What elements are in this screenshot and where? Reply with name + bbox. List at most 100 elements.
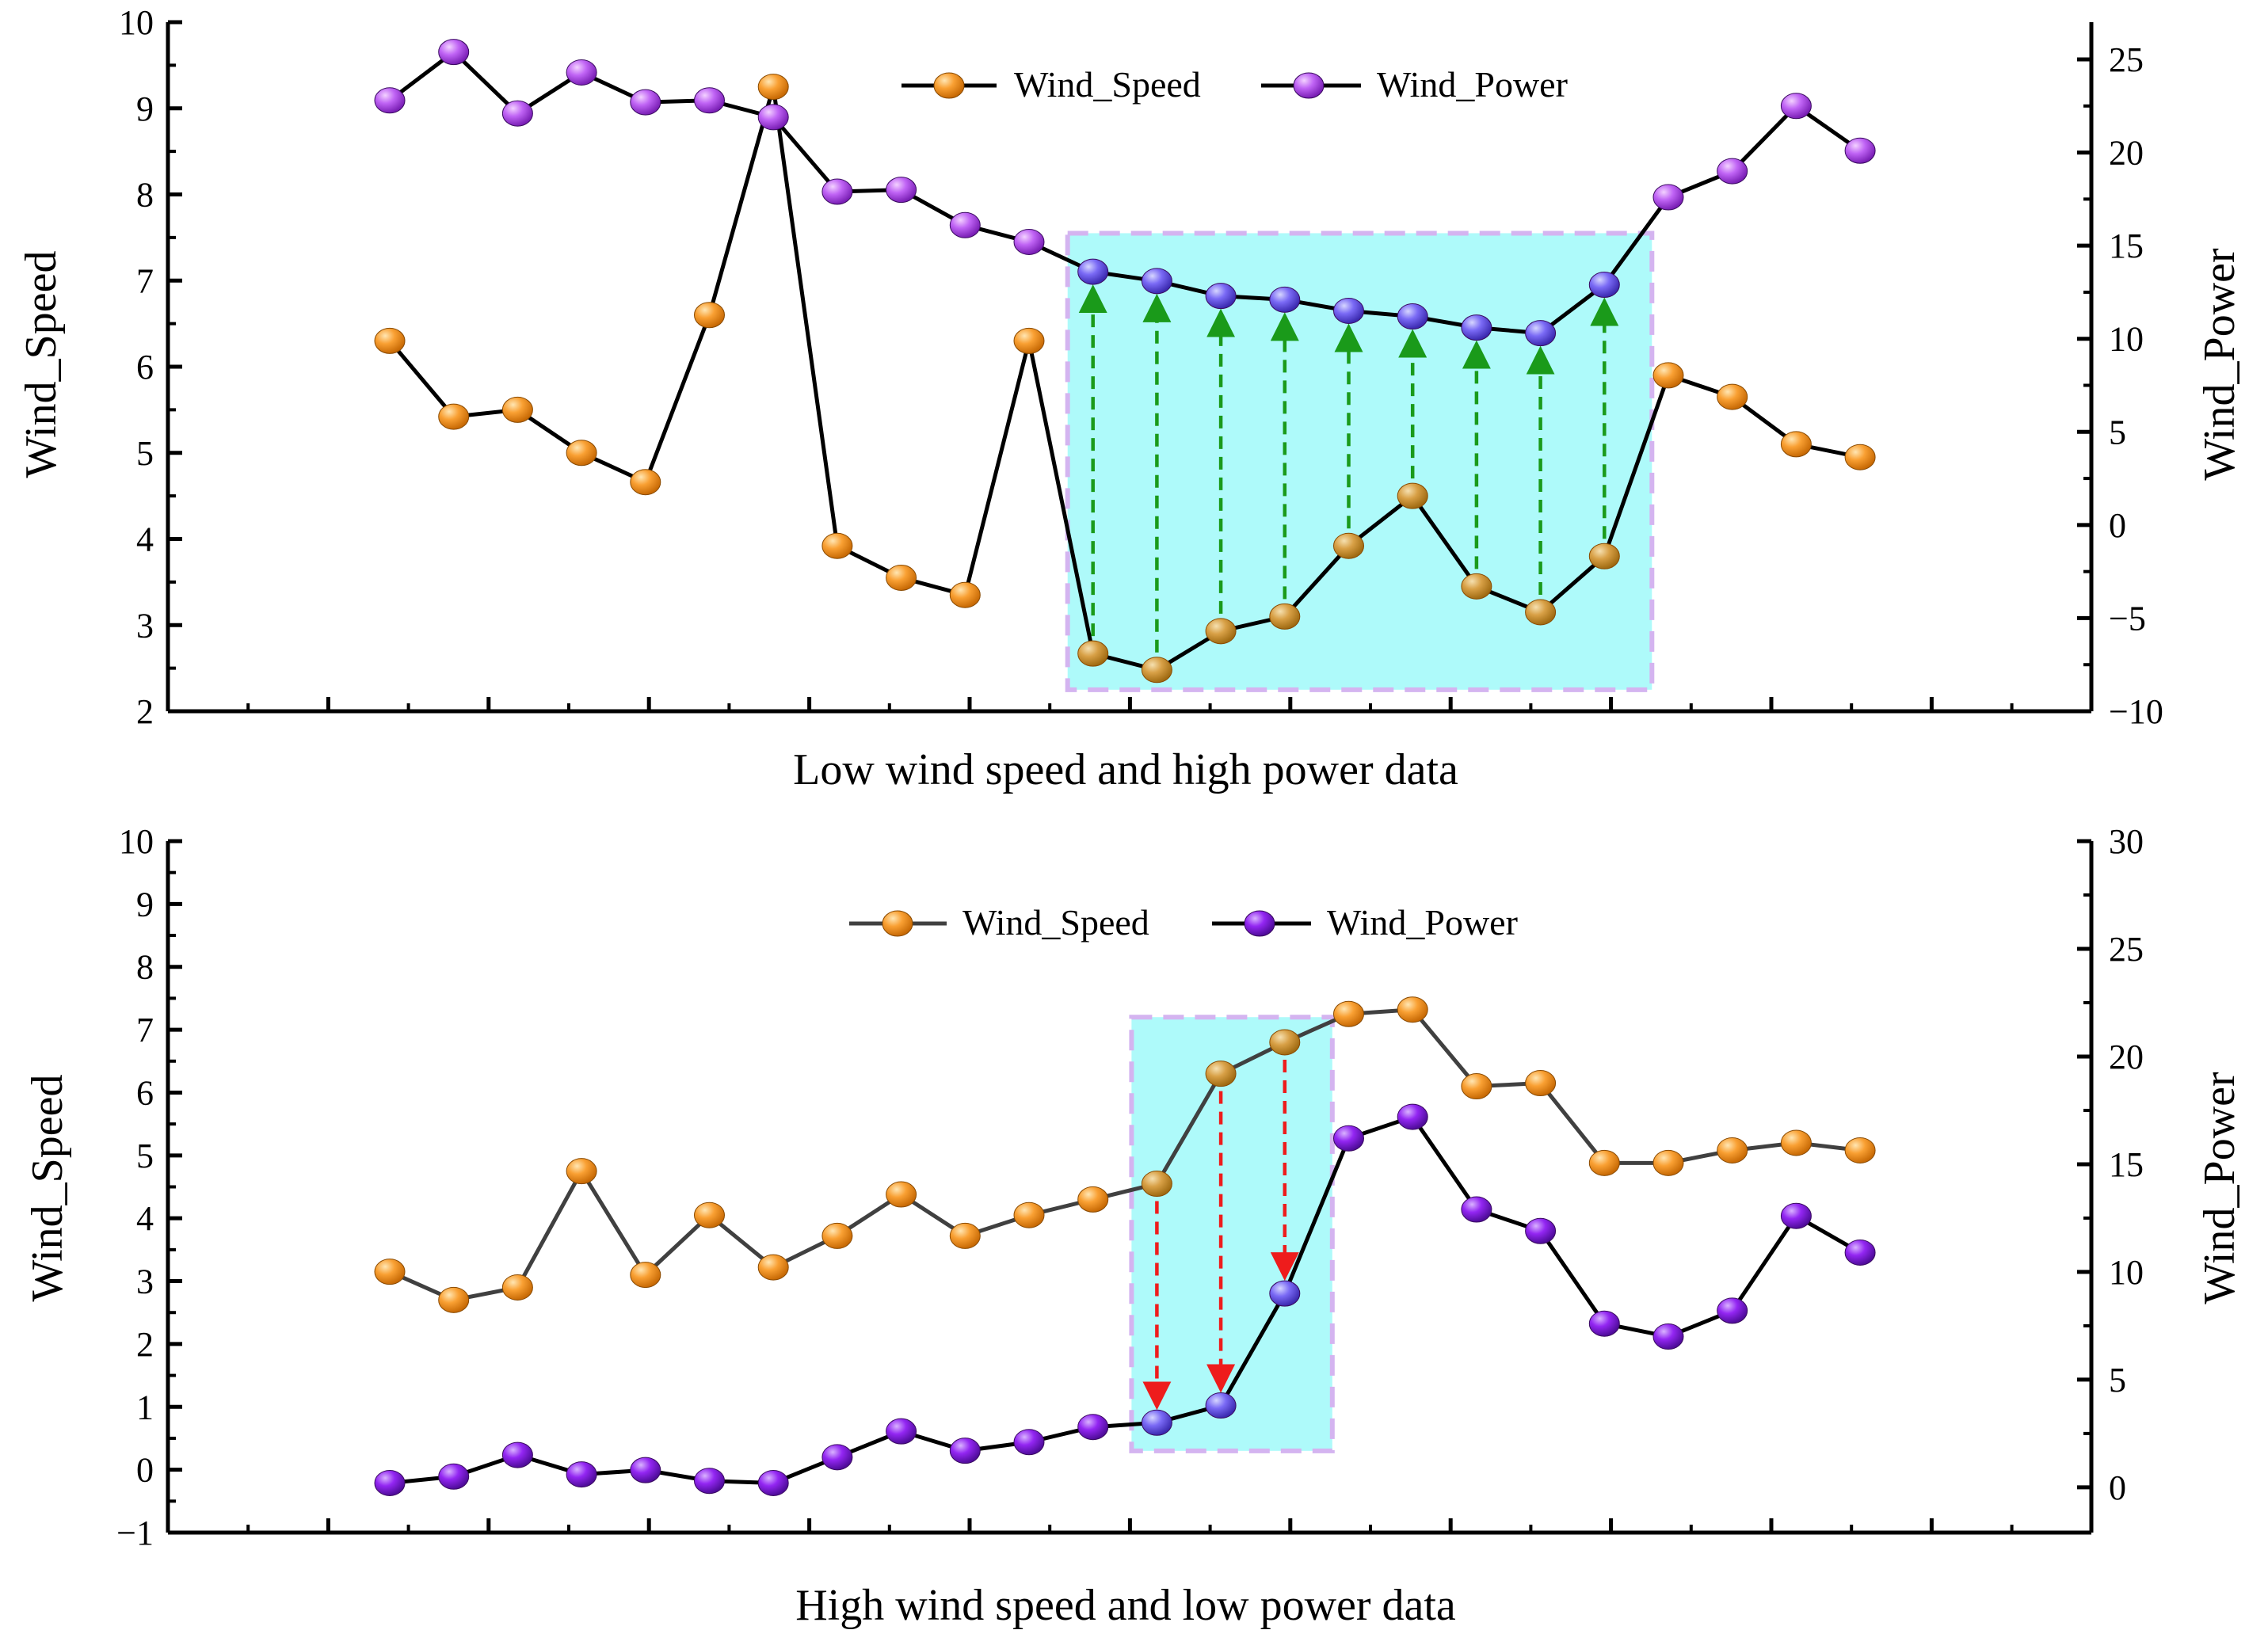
wind-speed-point [694, 302, 725, 329]
left-tick-label: 10 [119, 822, 154, 861]
wind-power-point [1844, 137, 1876, 164]
left-tick-label: 9 [136, 885, 154, 924]
wind-power-point [501, 1441, 533, 1468]
wind-speed-point [1333, 532, 1364, 559]
wind-speed-point [821, 532, 853, 559]
wind-power-point [1717, 1297, 1748, 1324]
wind-speed-point [1333, 1000, 1364, 1027]
left-tick-label: 6 [136, 1073, 154, 1112]
wind-power-point [374, 1469, 406, 1496]
wind-speed-point [374, 327, 406, 354]
wind-speed-point [1077, 640, 1109, 667]
wind-speed-point [757, 1254, 789, 1281]
wind-power-point [1141, 268, 1172, 295]
wind-speed-point [1141, 657, 1172, 684]
wind-speed-point [501, 396, 533, 423]
wind-power-point [630, 1457, 661, 1483]
wind-power-line [389, 1114, 1862, 1485]
wind-power-point [1269, 286, 1301, 313]
left-tick-label: 0 [136, 1451, 154, 1490]
bottom-legend-power-label: Wind_Power [1327, 902, 1518, 943]
wind-speed-point [1652, 362, 1684, 389]
right-tick-label: 10 [2109, 1253, 2144, 1292]
wind-power-point [821, 178, 853, 205]
wind-speed-point [374, 1259, 406, 1285]
wind-power-point [1588, 272, 1620, 299]
wind-speed-point [1141, 1171, 1172, 1198]
right-tick-label: −5 [2109, 599, 2146, 638]
wind-speed-point [1780, 431, 1812, 458]
top-left-axis-label: Wind_Speed [17, 250, 66, 478]
wind-power-point [1077, 1414, 1109, 1441]
bottom-left-axis-label: Wind_Speed [23, 1074, 72, 1301]
wind-power-point [1780, 93, 1812, 120]
left-tick-label: 2 [136, 692, 154, 731]
legend-speed-marker [882, 910, 913, 937]
wind-power-point [1397, 303, 1428, 330]
left-tick-label: 8 [136, 176, 154, 215]
wind-power-point [821, 1444, 853, 1471]
left-tick-label: 9 [136, 89, 154, 128]
left-tick-label: 1 [136, 1388, 154, 1426]
wind-speed-point [821, 1222, 853, 1249]
right-tick-label: 5 [2109, 1361, 2126, 1400]
left-tick-label: −1 [116, 1514, 154, 1552]
right-tick-label: 20 [2109, 1038, 2144, 1076]
wind-speed-point [1717, 1137, 1748, 1163]
left-tick-label: 4 [136, 1199, 154, 1238]
wind-speed-point [1013, 327, 1045, 354]
wind-power-point [438, 39, 470, 66]
wind-power-point [694, 87, 725, 114]
left-tick-label: 5 [136, 1137, 154, 1175]
wind-power-point [886, 177, 917, 204]
wind-power-point [1461, 1196, 1492, 1223]
wind-speed-point [1397, 996, 1428, 1023]
wind-power-point [630, 89, 661, 116]
wind-power-point [1205, 283, 1237, 310]
wind-speed-point [1588, 543, 1620, 569]
wind-power-point [1205, 1392, 1237, 1419]
wind-power-point [438, 1463, 470, 1490]
wind-power-point [1588, 1310, 1620, 1337]
left-tick-label: 3 [136, 1262, 154, 1301]
top-chart-title: Low wind speed and high power data [793, 745, 1458, 794]
legend-power-marker [1293, 72, 1325, 99]
wind-speed-point [1269, 1029, 1301, 1056]
wind-speed-point [438, 403, 470, 430]
wind-power-point [1013, 228, 1045, 255]
wind-speed-point [1588, 1149, 1620, 1176]
wind-speed-point [1844, 444, 1876, 470]
wind-power-point [1525, 320, 1557, 347]
bottom-right-axis-label: Wind_Power [2195, 1072, 2244, 1304]
wind-power-point [1844, 1239, 1876, 1266]
left-tick-label: 10 [119, 3, 154, 42]
wind-power-point [949, 1438, 981, 1464]
wind-speed-point [1525, 599, 1557, 626]
top-legend-speed-label: Wind_Speed [1014, 64, 1201, 105]
wind-power-point [1077, 258, 1109, 285]
wind-power-point [501, 100, 533, 127]
wind-speed-point [630, 1262, 661, 1289]
right-tick-label: 20 [2109, 134, 2144, 173]
wind-power-point [949, 211, 981, 238]
right-tick-label: 25 [2109, 40, 2144, 79]
wind-power-point [1013, 1429, 1045, 1456]
left-tick-label: 6 [136, 348, 154, 387]
wind-speed-line [388, 1007, 1861, 1302]
wind-speed-point [566, 1158, 597, 1185]
wind-speed-point [501, 1274, 533, 1301]
left-tick-label: 4 [136, 520, 154, 559]
wind-power-point [1269, 1280, 1301, 1307]
right-tick-label: 5 [2109, 413, 2126, 451]
right-tick-label: −10 [2109, 692, 2163, 731]
wind-power-point [694, 1468, 725, 1495]
right-tick-label: 30 [2109, 822, 2144, 861]
wind-speed-point [886, 1181, 917, 1208]
wind-speed-point [1652, 1149, 1684, 1176]
wind-speed-point [1013, 1202, 1045, 1228]
wind-power-point [566, 1461, 597, 1488]
wind-power-point [1652, 184, 1684, 211]
wind-speed-point [757, 74, 789, 101]
wind-speed-point [630, 469, 661, 496]
left-tick-label: 2 [136, 1325, 154, 1364]
